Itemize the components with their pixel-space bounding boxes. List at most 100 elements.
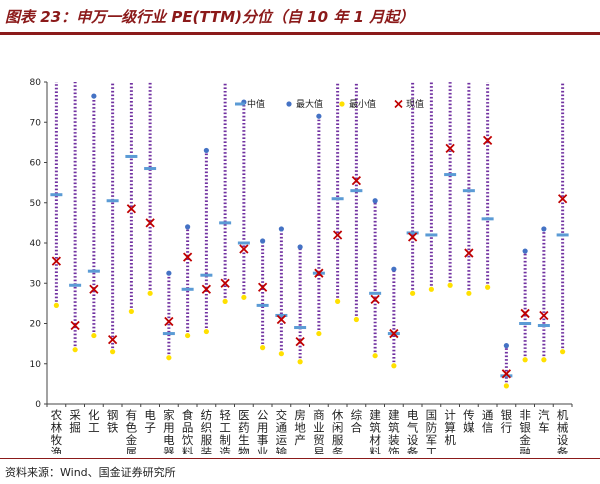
min-point: [166, 355, 172, 361]
min-point: [447, 282, 453, 288]
median-mark: [444, 173, 457, 177]
median-mark: [537, 324, 550, 328]
current-point: [201, 284, 212, 294]
category-label: 钢铁: [107, 408, 119, 435]
min-point: [485, 284, 491, 290]
current-point: [520, 308, 530, 319]
max-point: [522, 248, 528, 254]
min-point: [53, 302, 59, 308]
category-label: 休闲服务: [332, 408, 344, 454]
category-label: 机械设备: [557, 408, 569, 454]
category-label: 家用电器: [163, 408, 175, 454]
y-tick-label: 20: [30, 320, 42, 330]
legend-min: 最小值: [349, 98, 376, 110]
min-point: [278, 351, 284, 357]
current-point: [257, 282, 268, 292]
median-mark: [237, 241, 250, 245]
min-point: [91, 332, 97, 339]
max-point: [185, 224, 191, 230]
max-point: [372, 198, 378, 204]
max-point: [316, 113, 322, 119]
min-point: [110, 349, 116, 355]
category-label: 建筑材料: [369, 408, 381, 454]
min-point: [503, 383, 509, 389]
y-tick-label: 10: [30, 360, 42, 370]
min-point: [297, 359, 303, 365]
current-point: [370, 294, 380, 304]
median-mark: [162, 332, 175, 336]
category-label: 通信: [482, 408, 494, 435]
max-point: [503, 343, 509, 349]
category-label: 交通运输: [276, 408, 288, 454]
y-tick-label: 70: [30, 118, 42, 128]
current-point: [557, 194, 568, 204]
min-point: [353, 316, 359, 323]
max-point: [91, 93, 97, 99]
max-point: [260, 238, 266, 244]
min-point: [222, 298, 228, 304]
header-rule: [0, 32, 600, 35]
y-tick-label: 0: [35, 400, 41, 410]
median-mark: [181, 287, 194, 291]
category-label: 传媒: [463, 408, 475, 435]
footer-rule: [0, 458, 600, 459]
median-mark: [87, 269, 100, 273]
max-point: [541, 226, 547, 232]
current-point: [126, 204, 137, 214]
median-mark: [144, 167, 157, 171]
min-point: [428, 286, 434, 292]
current-point: [89, 284, 99, 294]
chart-marks: [50, 82, 569, 389]
current-point: [501, 369, 512, 379]
median-mark: [500, 374, 513, 378]
category-label: 化工: [88, 408, 100, 435]
legend-median-mark: [235, 102, 245, 106]
category-label: 电子: [144, 408, 156, 435]
current-point: [164, 316, 174, 327]
current-point: [332, 230, 343, 240]
current-point: [389, 328, 399, 339]
category-labels: 农林牧渔采掘化工钢铁有色金属电子家用电器食品饮料纺织服装轻工制造医药生物公用事业…: [51, 408, 569, 454]
legend-median: 中值: [247, 98, 265, 110]
legend-min-mark: [339, 101, 345, 107]
category-label: 医药生物: [238, 408, 250, 454]
current-point: [107, 334, 118, 345]
y-tick-label: 60: [30, 159, 42, 169]
category-label: 电气设备: [407, 408, 419, 454]
max-point: [278, 226, 284, 232]
category-label: 农林牧渔: [51, 408, 63, 454]
category-label: 非银金融: [519, 408, 531, 454]
min-point: [260, 345, 266, 351]
category-label: 商业贸易: [313, 408, 325, 454]
min-point: [185, 332, 191, 339]
min-point: [372, 353, 378, 359]
pe-range-chart: 0 10 20 30 40 50 60 70 80 中值 最大值 最小值 现值 农林牧渔采掘化工钢铁有…: [30, 78, 573, 454]
min-point: [541, 357, 547, 363]
chart-axes: 0 10 20 30 40 50 60 70 80: [30, 78, 573, 410]
category-label: 汽车: [538, 408, 550, 435]
y-tick-label: 30: [30, 279, 42, 289]
category-label: 房地产: [294, 408, 306, 447]
median-mark: [331, 197, 344, 201]
category-label: 轻工制造: [219, 408, 231, 454]
chart-title: 图表 23：申万一级行业 PE(TTM)分位（自 10 年 1 月起）: [5, 8, 415, 26]
min-point: [391, 363, 397, 369]
max-point: [391, 266, 397, 272]
min-point: [147, 290, 153, 296]
category-label: 建筑装饰: [388, 408, 400, 454]
median-mark: [106, 199, 119, 203]
current-point: [482, 135, 493, 145]
legend-current: 现值: [406, 98, 424, 110]
median-mark: [219, 221, 232, 225]
category-label: 综合: [351, 408, 363, 435]
current-point: [314, 268, 324, 278]
min-point: [522, 357, 528, 363]
median-mark: [556, 233, 569, 237]
category-label: 公用事业: [257, 408, 269, 454]
median-mark: [125, 154, 138, 158]
legend-max: 最大值: [296, 98, 323, 110]
min-point: [241, 294, 247, 300]
min-point: [72, 347, 78, 353]
min-point: [466, 290, 472, 296]
category-label: 食品饮料: [182, 408, 194, 454]
